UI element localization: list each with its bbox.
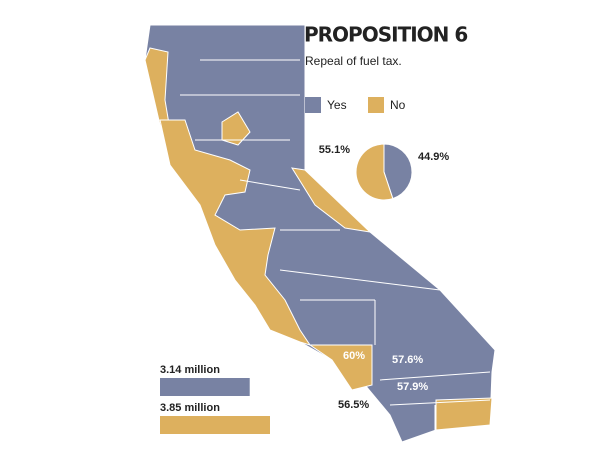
no-region [308, 344, 373, 391]
title: PROPOSITION 6 [304, 23, 467, 47]
california-map [144, 24, 496, 443]
legend-swatch [368, 97, 384, 113]
no-region [291, 167, 372, 233]
bar-label: 3.85 million [160, 402, 220, 414]
county-annotation: 57.9% [397, 381, 428, 393]
no-region [435, 397, 493, 431]
county-borders [180, 59, 491, 430]
legend-swatch [305, 97, 321, 113]
pie-label: 44.9% [418, 151, 449, 163]
county-annotation: 56.5% [338, 399, 369, 411]
legend-label: No [390, 98, 406, 112]
county-annotation: 57.6% [392, 354, 423, 366]
pie-slice [383, 143, 413, 200]
legend-label: Yes [327, 98, 347, 112]
bar-label: 3.14 million [160, 364, 220, 376]
pie-label: 55.1% [319, 144, 350, 156]
county-annotation: 60% [343, 350, 365, 362]
no-region [221, 111, 251, 146]
pie-slice [355, 143, 394, 201]
subtitle: Repeal of fuel tax. [305, 54, 402, 68]
no-region [159, 119, 312, 346]
bar [160, 416, 270, 434]
bar [160, 378, 250, 396]
